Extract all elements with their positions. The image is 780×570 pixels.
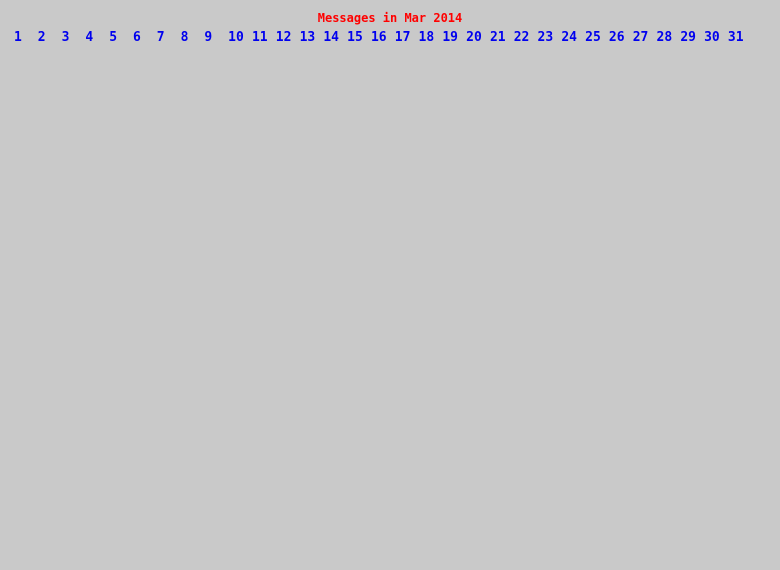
day-link-16[interactable]: 16: [370, 30, 387, 45]
day-link-24[interactable]: 24: [561, 30, 577, 45]
day-link-22[interactable]: 22: [513, 30, 530, 45]
day-link-17[interactable]: 17: [394, 30, 411, 45]
day-link-25[interactable]: 25: [585, 30, 601, 45]
day-link-19[interactable]: 19: [442, 30, 458, 45]
day-link-4[interactable]: 4: [85, 30, 94, 45]
day-link-7[interactable]: 7: [156, 30, 165, 45]
day-link-21[interactable]: 21: [489, 30, 506, 45]
day-link-8[interactable]: 8: [180, 30, 189, 45]
day-link-5[interactable]: 5: [109, 30, 118, 45]
day-link-2[interactable]: 2: [37, 30, 46, 45]
day-link-27[interactable]: 27: [632, 30, 649, 45]
day-link-18[interactable]: 18: [418, 30, 435, 45]
day-link-13[interactable]: 13: [299, 30, 316, 45]
day-link-14[interactable]: 14: [323, 30, 340, 45]
day-link-31[interactable]: 31: [727, 30, 744, 45]
day-link-15[interactable]: 15: [347, 30, 363, 45]
day-link-11[interactable]: 11: [251, 30, 268, 45]
day-link-28[interactable]: 28: [656, 30, 673, 45]
day-link-10[interactable]: 10: [228, 30, 244, 45]
day-link-23[interactable]: 23: [537, 30, 554, 45]
day-link-30[interactable]: 30: [704, 30, 720, 45]
day-link-6[interactable]: 6: [132, 30, 141, 45]
day-link-26[interactable]: 26: [608, 30, 625, 45]
page-title: Messages in Mar 2014: [317, 11, 463, 25]
day-link-3[interactable]: 3: [61, 30, 70, 45]
day-link-29[interactable]: 29: [680, 30, 696, 45]
day-link-12[interactable]: 12: [275, 30, 292, 45]
day-of-month-nav: 1 2 3 4 5 6 7 8 9 10 11 12 13 14 15 16 17 18 19 20 21 22 23 24 2…: [0, 30, 780, 45]
day-link-1[interactable]: 1: [14, 30, 22, 45]
day-link-9[interactable]: 9: [204, 30, 213, 45]
day-link-20[interactable]: 20: [466, 30, 482, 45]
